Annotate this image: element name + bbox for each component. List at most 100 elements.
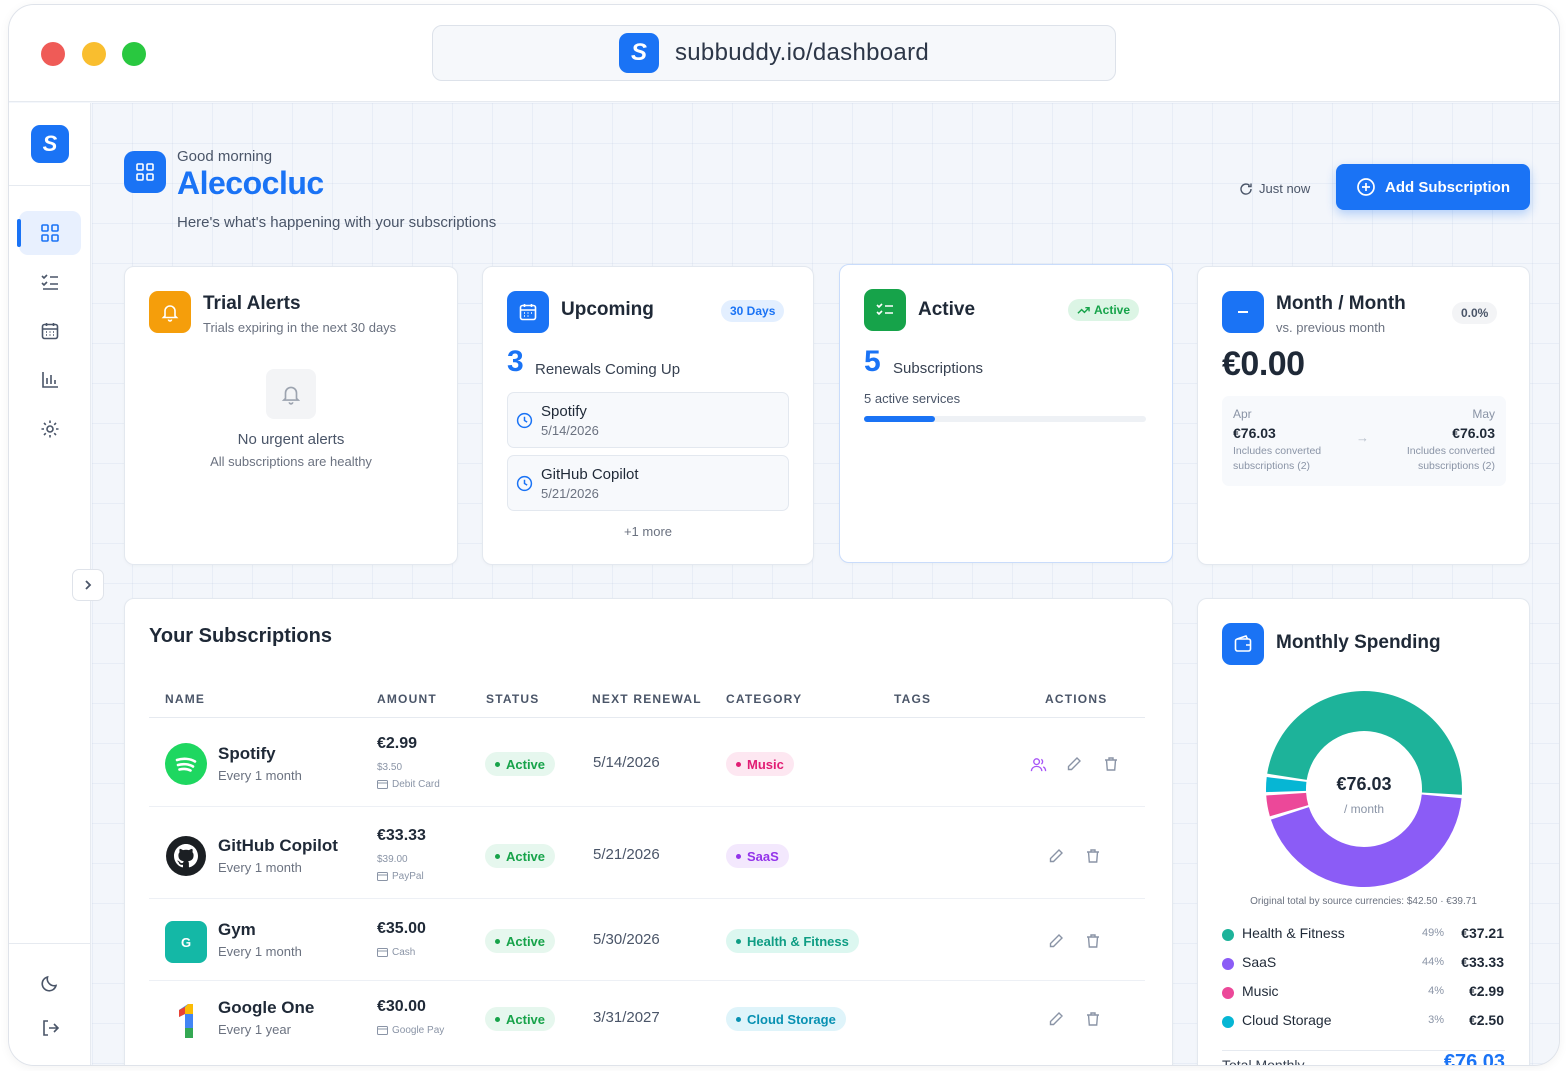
trash-icon [1087, 934, 1099, 948]
delete-button[interactable] [1082, 1008, 1104, 1030]
trash-icon [1105, 757, 1117, 771]
gear-icon [41, 420, 59, 438]
payment-method-label: Debit Card [392, 779, 440, 790]
row-divider [149, 980, 1145, 981]
donut-segment[interactable] [1270, 794, 1462, 888]
delete-button[interactable] [1082, 845, 1104, 867]
month-title: Month / Month [1276, 293, 1406, 314]
legend-value: €2.99 [1468, 983, 1504, 999]
subscription-original-amount: $3.50 [377, 762, 403, 773]
payment-method: Cash [377, 947, 415, 958]
active-progress-track [864, 416, 1146, 422]
column-header-status[interactable]: STATUS [486, 692, 540, 706]
upcoming-renewal-item[interactable]: Spotify 5/14/2026 [507, 392, 789, 448]
minimize-window-button[interactable] [82, 42, 106, 66]
legend-dot [1222, 987, 1234, 999]
sidebar-item-settings[interactable] [19, 407, 81, 451]
active-detail: 5 active services [864, 391, 961, 406]
legend-value: €33.33 [1461, 954, 1504, 970]
legend-percent: 49% [1421, 927, 1444, 939]
edit-button[interactable] [1045, 1008, 1067, 1030]
next-renewal-date: 5/21/2026 [593, 846, 660, 863]
subscription-original-amount: $39.00 [377, 854, 408, 865]
address-bar[interactable]: S subbuddy.io/dashboard [432, 25, 1116, 81]
table-row[interactable]: G Gym Every 1 month €35.00 Cash Active 5… [149, 903, 1145, 981]
refresh-button[interactable]: Just now [1239, 181, 1310, 196]
upcoming-more-link[interactable]: +1 more [623, 524, 673, 539]
trial-alerts-title: Trial Alerts [203, 293, 301, 314]
minus-icon [1222, 291, 1264, 333]
trial-alerts-subtitle: Trials expiring in the next 30 days [203, 320, 397, 335]
upcoming-range-badge: 30 Days [721, 300, 785, 322]
pencil-icon [1049, 934, 1063, 948]
category-badge: Music [726, 752, 794, 776]
sidebar-item-checklist[interactable] [19, 260, 81, 304]
clock-icon [516, 412, 533, 429]
edit-button[interactable] [1045, 930, 1067, 952]
moon-icon [41, 975, 58, 992]
dashboard-header-icon [124, 151, 166, 193]
credit-card-icon [377, 1026, 388, 1035]
table-row[interactable]: Google One Every 1 year €30.00 Google Pa… [149, 981, 1145, 1059]
bell-icon [149, 291, 191, 333]
list-check-icon [864, 289, 906, 331]
legend-item: Music 4% €2.99 [1222, 982, 1504, 1002]
monthly-spending-card: Monthly Spending €76.03 / month Original… [1197, 598, 1530, 1066]
bar-chart-icon [42, 372, 58, 388]
url-text: subbuddy.io/dashboard [674, 39, 930, 66]
payment-method: Google Pay [377, 1025, 444, 1036]
total-monthly-label: Total Monthly [1222, 1057, 1305, 1066]
delete-button[interactable] [1100, 753, 1122, 775]
pencil-icon [1049, 1012, 1063, 1026]
category-badge: Cloud Storage [726, 1007, 846, 1031]
donut-segment[interactable] [1266, 777, 1307, 793]
edit-button[interactable] [1063, 753, 1085, 775]
category-badge: Health & Fitness [726, 929, 859, 953]
active-title: Active [918, 299, 976, 320]
donut-segment[interactable] [1267, 691, 1462, 795]
status-badge: Active [485, 752, 556, 776]
upcoming-renewal-item[interactable]: GitHub Copilot 5/21/2026 [507, 455, 789, 511]
column-header-category[interactable]: CATEGORY [726, 692, 803, 706]
legend-percent: 3% [1428, 1014, 1444, 1026]
chevron-right-icon [85, 580, 92, 590]
column-header-name[interactable]: NAME [165, 692, 206, 706]
maximize-window-button[interactable] [122, 42, 146, 66]
legend-item: Health & Fitness 49% €37.21 [1222, 924, 1504, 944]
active-progress-fill [864, 416, 935, 422]
table-row[interactable]: Spotify Every 1 month €2.99 $3.50 Debit … [149, 719, 1145, 807]
delete-button[interactable] [1082, 930, 1104, 952]
spotify-logo-icon [165, 743, 207, 785]
sidebar-item-dashboard[interactable] [17, 211, 81, 255]
list-check-icon [41, 274, 58, 290]
column-header-amount[interactable]: AMOUNT [377, 692, 437, 706]
legend-value: €37.21 [1461, 925, 1504, 941]
spending-donut-chart [1266, 691, 1462, 888]
page-title: Alecocluc [177, 165, 324, 201]
plus-circle-icon [1357, 178, 1375, 196]
shared-users-icon[interactable] [1027, 753, 1049, 775]
sidebar-item-analytics[interactable] [19, 358, 81, 402]
column-header-next-renewal[interactable]: NEXT RENEWAL [592, 692, 702, 706]
add-subscription-button[interactable]: Add Subscription [1336, 164, 1530, 210]
logout-icon [43, 1020, 60, 1036]
sidebar-item-calendar[interactable] [19, 309, 81, 353]
donut-segment[interactable] [1266, 792, 1309, 817]
logout-button[interactable] [19, 1006, 81, 1050]
bell-outline-icon [266, 369, 316, 419]
edit-button[interactable] [1045, 845, 1067, 867]
close-window-button[interactable] [41, 42, 65, 66]
subscription-amount: €33.33 [377, 827, 426, 844]
legend-dot [1222, 929, 1234, 941]
theme-toggle-button[interactable] [19, 961, 81, 1005]
clock-icon [516, 475, 533, 492]
table-row[interactable]: GitHub Copilot Every 1 month €33.33 $39.… [149, 811, 1145, 899]
add-subscription-label: Add Subscription [1385, 178, 1510, 196]
main-content: Good morning Alecocluc Here's what's hap… [92, 103, 1559, 1065]
next-renewal-date: 5/14/2026 [593, 754, 660, 771]
total-monthly-value: €76.03 [1443, 1051, 1505, 1066]
app-logo[interactable]: S [31, 125, 69, 163]
prev-month-value: €76.03 [1233, 425, 1276, 441]
sidebar-expand-button[interactable] [72, 569, 104, 601]
prev-month-label: Apr [1233, 407, 1252, 421]
